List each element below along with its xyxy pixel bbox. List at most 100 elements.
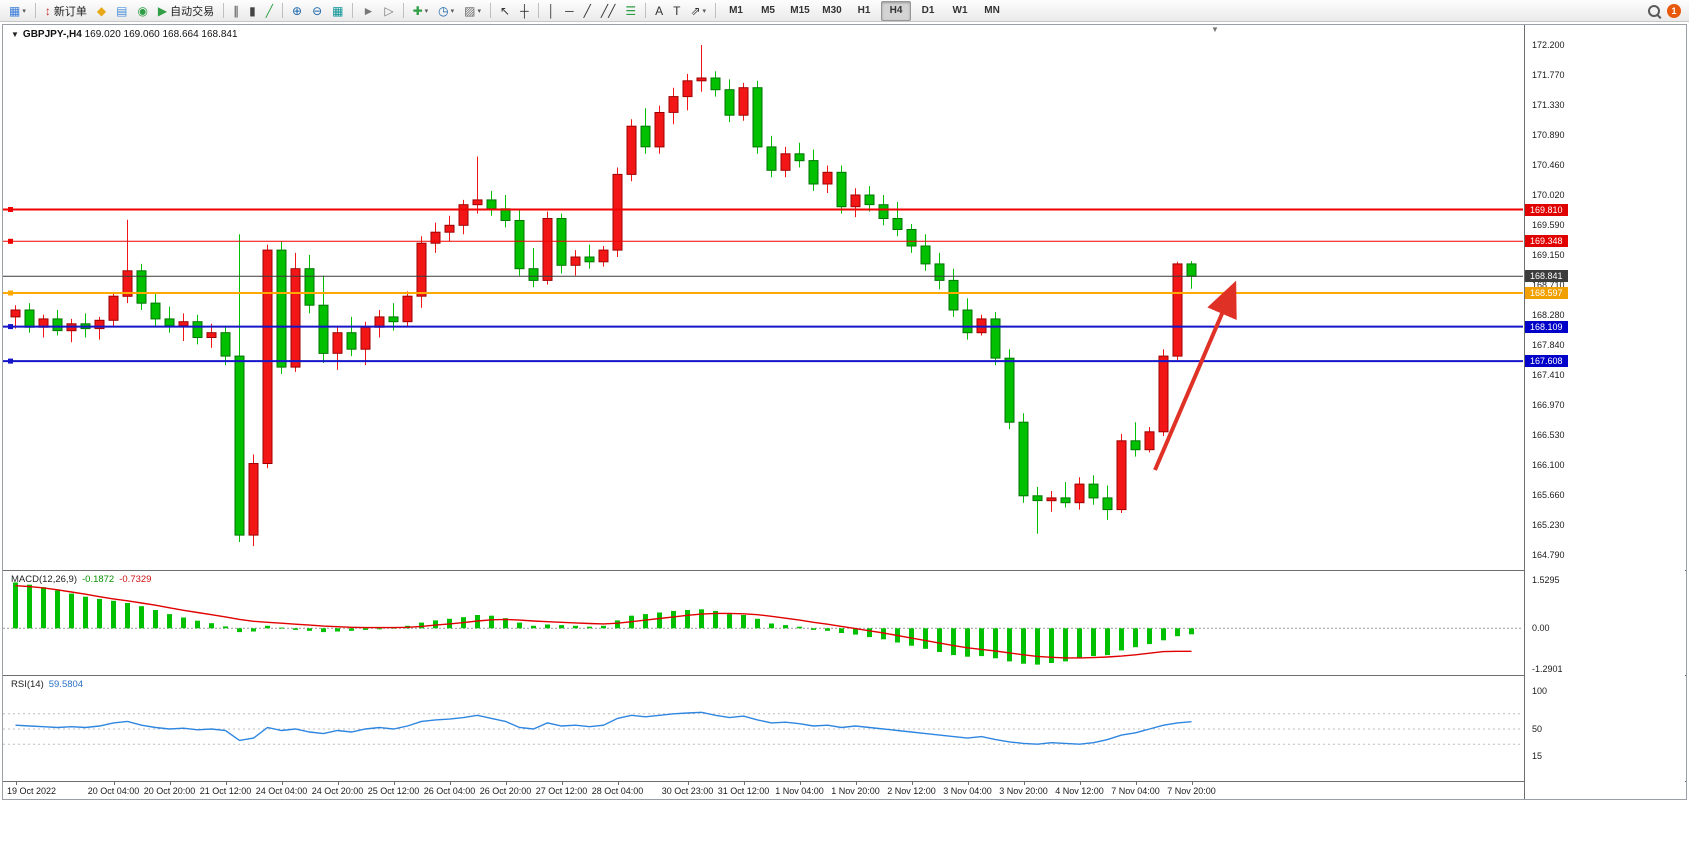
- rsi-indicator-pane[interactable]: [3, 677, 1523, 781]
- trend-arrow-annotation[interactable]: [1153, 280, 1237, 471]
- timeframe-d1-button[interactable]: D1: [913, 1, 943, 21]
- bar-chart-icon: ∥: [233, 3, 240, 18]
- timeframe-m30-button[interactable]: M30: [817, 1, 847, 21]
- timeframe-m15-button[interactable]: M15: [785, 1, 815, 21]
- periods-button[interactable]: ◷ ▾: [434, 1, 458, 21]
- price-level-badge: 168.597: [1525, 286, 1568, 299]
- timeframe-w1-button[interactable]: W1: [945, 1, 975, 21]
- autotrading-button[interactable]: ▶ 自动交易: [154, 1, 218, 21]
- price-level-badge: 168.841: [1525, 270, 1568, 283]
- horizontal-line-icon: ─: [565, 3, 574, 18]
- indicators-icon: ✚: [412, 3, 423, 18]
- main-price-chart[interactable]: [3, 25, 1523, 570]
- time-axis-label: 3 Nov 04:00: [943, 786, 992, 796]
- time-axis-label: 25 Oct 12:00: [367, 786, 420, 796]
- time-axis-tick: [15, 782, 17, 785]
- candlestick-chart-type-button[interactable]: ▮: [245, 1, 260, 21]
- tile-windows-button[interactable]: ▦: [328, 1, 347, 21]
- timeframe-mn-button[interactable]: MN: [977, 1, 1007, 21]
- channel-button[interactable]: ╱╱: [597, 1, 619, 21]
- price-axis-tick: 0.00: [1532, 623, 1550, 634]
- notification-badge[interactable]: 1: [1667, 4, 1681, 18]
- vertical-line-button[interactable]: │: [544, 1, 560, 21]
- pane-separator[interactable]: [3, 570, 1686, 571]
- time-axis[interactable]: 19 Oct 2022 20 Oct 04:00 20 Oct 20:00 21 Oc…: [3, 782, 1524, 799]
- crosshair-button[interactable]: ┼: [516, 1, 533, 21]
- zoom-out-icon: ⊖: [312, 3, 323, 18]
- pane-separator: [3, 781, 1686, 782]
- zoom-in-icon: ⊕: [292, 3, 303, 18]
- timeframe-h1-button-label: H1: [857, 5, 871, 16]
- time-axis-label: 20 Oct 20:00: [143, 786, 196, 796]
- toolbar-separator: [537, 3, 539, 18]
- rsi-label: RSI(14): [11, 679, 44, 690]
- time-axis-tick: [169, 782, 171, 785]
- time-axis-tick: [743, 782, 745, 785]
- chart-shift-marker-icon[interactable]: ▼: [1211, 25, 1219, 34]
- price-axis-tick: 170.890: [1532, 130, 1565, 141]
- toolbar-separator: [352, 3, 354, 18]
- time-axis-tick: [225, 782, 227, 785]
- text-label-button[interactable]: T: [669, 1, 684, 21]
- indicators-button[interactable]: ✚ ▾: [409, 1, 433, 21]
- rsi-value: 59.5804: [48, 679, 84, 690]
- data-window-button[interactable]: ▤: [112, 1, 131, 21]
- time-axis-tick: [617, 782, 619, 785]
- auto-scroll-icon: ►: [362, 3, 375, 18]
- fibonacci-icon: ☰: [625, 3, 637, 18]
- channel-icon: ╱╱: [600, 3, 616, 18]
- price-level-badge: 168.109: [1525, 320, 1568, 333]
- time-axis-tick: [967, 782, 969, 785]
- community-button[interactable]: ◉: [133, 1, 151, 21]
- macd-indicator-pane[interactable]: [3, 572, 1523, 675]
- text-button[interactable]: A: [651, 1, 667, 21]
- time-axis-label: 1 Nov 20:00: [831, 786, 880, 796]
- toolbar-separator: [402, 3, 404, 18]
- pane-separator[interactable]: [3, 675, 1686, 676]
- toolbar-separator: [715, 3, 717, 18]
- time-axis-tick: [1191, 782, 1193, 785]
- arrows-button[interactable]: ⇗ ▾: [686, 1, 710, 21]
- cursor-button[interactable]: ↖: [496, 1, 514, 21]
- toolbar-separator: [282, 3, 283, 18]
- bar-chart-type-button[interactable]: ∥: [229, 1, 243, 21]
- tile-windows-icon: ▦: [332, 3, 344, 18]
- candlestick-icon: ▮: [249, 3, 256, 18]
- macd-main-value: -0.1872: [82, 574, 115, 585]
- one-click-trading-icon[interactable]: ▼: [11, 30, 19, 39]
- price-axis[interactable]: 172.200 171.770 171.330 170.890 170.460 170.0…: [1524, 25, 1685, 799]
- timeframe-w1-button-label: W1: [952, 5, 968, 16]
- chart-shift-button[interactable]: ▷: [380, 1, 397, 21]
- trendline-button[interactable]: ╱: [580, 1, 595, 21]
- toolbar-separator: [645, 3, 647, 18]
- fibonacci-button[interactable]: ☰: [621, 1, 640, 21]
- zoom-in-button[interactable]: ⊕: [288, 1, 306, 21]
- timeframe-h1-button[interactable]: H1: [849, 1, 879, 21]
- periods-clock-icon: ◷: [438, 3, 449, 18]
- time-axis-label: 3 Nov 20:00: [999, 786, 1048, 796]
- price-axis-tick: 15: [1532, 750, 1543, 761]
- metaeditor-button[interactable]: ◆: [93, 1, 110, 21]
- timeframe-m5-button[interactable]: M5: [753, 1, 783, 21]
- line-chart-type-button[interactable]: ╱: [262, 1, 277, 21]
- templates-button[interactable]: ▨ ▾: [460, 1, 485, 21]
- new-chart-button[interactable]: ▦ ▾: [5, 1, 30, 21]
- time-axis-tick: [855, 782, 857, 785]
- cursor-icon: ↖: [500, 3, 511, 18]
- time-axis-label: 26 Oct 04:00: [423, 786, 476, 796]
- macd-header: MACD(12,26,9) -0.1872 -0.7329: [11, 574, 151, 585]
- line-chart-icon: ╱: [265, 3, 273, 18]
- new-order-button[interactable]: ↕ 新订单: [41, 1, 91, 21]
- timeframe-h4-button[interactable]: H4: [881, 0, 912, 21]
- price-axis-tick: 171.330: [1532, 99, 1565, 110]
- auto-scroll-button[interactable]: ►: [358, 1, 378, 21]
- zoom-out-button[interactable]: ⊖: [308, 1, 326, 21]
- time-axis-label: 31 Oct 12:00: [717, 786, 770, 796]
- toolbar-right-cluster: 1: [1648, 0, 1681, 22]
- timeframe-m1-button[interactable]: M1: [721, 1, 751, 21]
- time-axis-tick: [1135, 782, 1137, 785]
- search-icon[interactable]: [1648, 5, 1660, 17]
- horizontal-line-button[interactable]: ─: [561, 1, 578, 21]
- time-axis-tick: [799, 782, 801, 785]
- price-axis-tick: 169.150: [1532, 249, 1565, 260]
